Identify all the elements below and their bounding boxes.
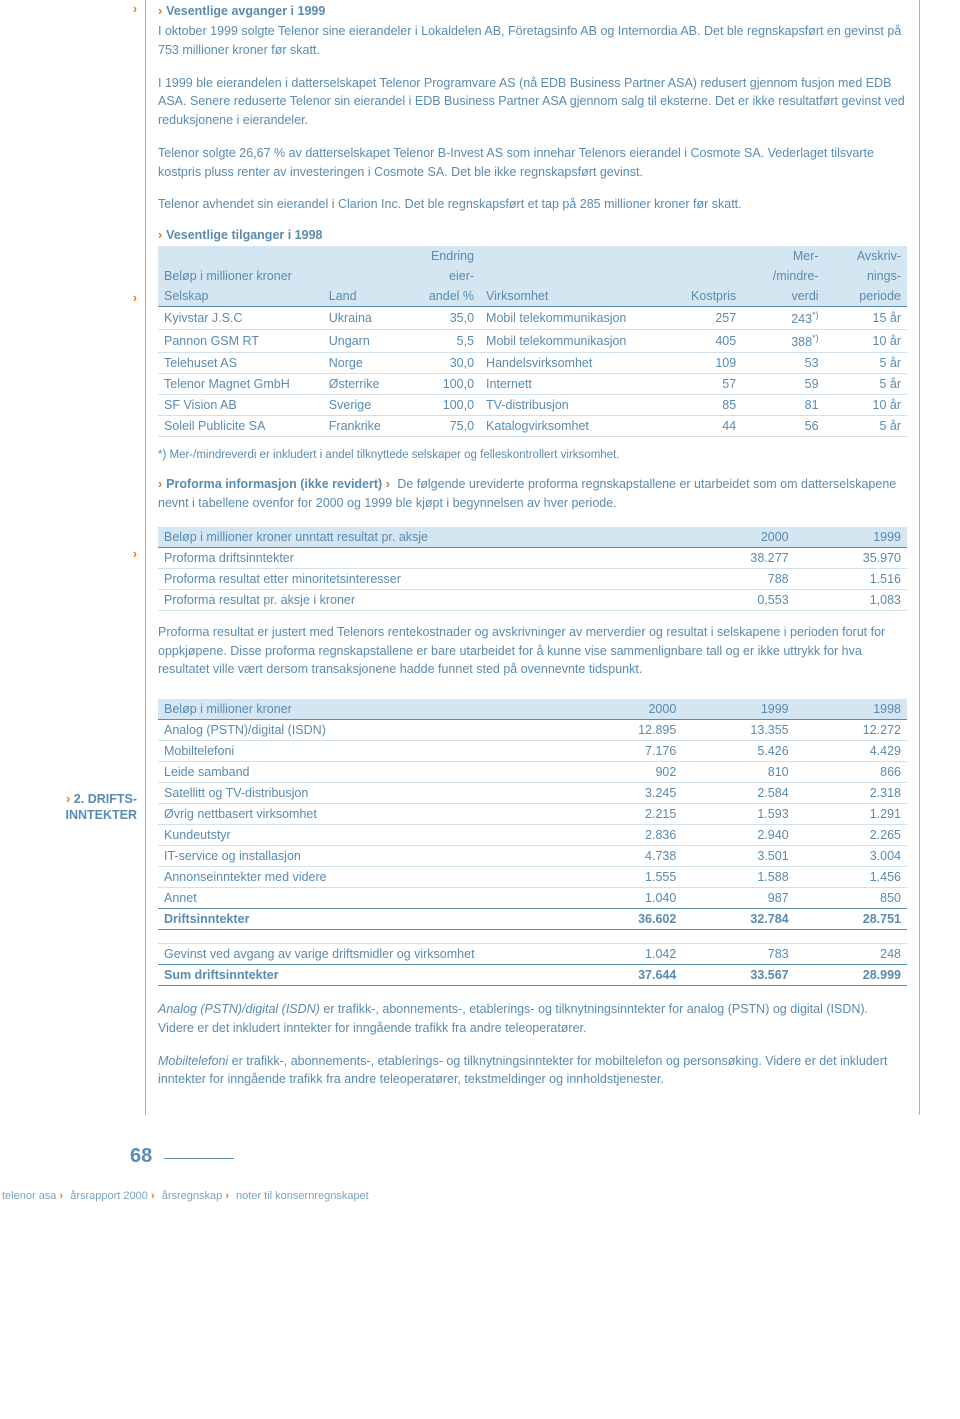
section2-title-text: Vesentlige tilganger i 1998 bbox=[166, 228, 322, 242]
table-row: Kundeutstyr2.8362.9402.265 bbox=[158, 825, 907, 846]
table-row: Kyivstar J.S.CUkraina35,0Mobil telekommu… bbox=[158, 307, 907, 330]
th-share-l3: andel % bbox=[405, 286, 480, 307]
page-number: 68 bbox=[130, 1145, 152, 1168]
di-th-y3: 1998 bbox=[795, 699, 907, 720]
th-amount: Beløp i millioner kroner bbox=[158, 266, 323, 286]
table-row: Leide samband902810866 bbox=[158, 762, 907, 783]
section-tilganger-1998: ›Vesentlige tilganger i 1998 Endring Mer… bbox=[158, 228, 907, 461]
th-depr-l2: nings- bbox=[825, 266, 907, 286]
pf-th-y1: 2000 bbox=[682, 527, 794, 548]
page: › › › › 2. DRIFTS- INNTEKTER ›Vesentlige… bbox=[0, 0, 960, 1222]
table-row: Telenor Magnet GmbHØsterrike100,0Interne… bbox=[158, 374, 907, 395]
th-depr-l3: periode bbox=[825, 286, 907, 307]
table-row: SF Vision ABSverige100,0TV-distribusjon8… bbox=[158, 395, 907, 416]
total-row: Driftsinntekter36.60232.78428.751 bbox=[158, 909, 907, 930]
section2-marker: › bbox=[40, 291, 145, 305]
table-row: Telehuset ASNorge30,0Handelsvirksomhet10… bbox=[158, 353, 907, 374]
pf-th-y2: 1999 bbox=[795, 527, 907, 548]
section1-p2: I 1999 ble eierandelen i datterselskapet… bbox=[158, 74, 907, 130]
table-row: Annet1.040987850 bbox=[158, 888, 907, 909]
th-country: Land bbox=[323, 286, 405, 307]
th-depr-l1: Avskriv- bbox=[825, 246, 907, 266]
table-row: IT-service og installasjon4.7383.5013.00… bbox=[158, 846, 907, 867]
section-proforma: ›Proforma informasjon (ikke revidert) › … bbox=[158, 475, 907, 679]
tilganger-table: Endring Mer- Avskriv- Beløp i millioner … bbox=[158, 246, 907, 437]
th-company: Selskap bbox=[158, 286, 323, 307]
page-number-rule bbox=[164, 1158, 234, 1159]
breadcrumb: telenor asa › årsrapport 2000 › årsregns… bbox=[2, 1190, 920, 1202]
bc-4: noter til konsernregnskapet bbox=[236, 1190, 369, 1202]
th-share-l2: eier- bbox=[405, 266, 480, 286]
th-fair-l2: /mindre- bbox=[742, 266, 824, 286]
th-share-l1: Endring bbox=[405, 246, 480, 266]
section1-p1: I oktober 1999 solgte Telenor sine eiera… bbox=[158, 22, 907, 60]
pf-th-label: Beløp i millioner kroner unntatt resulta… bbox=[158, 527, 682, 548]
section3-title: Proforma informasjon (ikke revidert) bbox=[166, 477, 382, 491]
sum-row: Sum driftsinntekter37.64433.56728.999 bbox=[158, 965, 907, 986]
bc-2: årsrapport 2000 bbox=[70, 1190, 148, 1202]
section4-p1: Analog (PSTN)/digital (ISDN) er trafikk-… bbox=[158, 1000, 907, 1038]
di-th-y1: 2000 bbox=[570, 699, 682, 720]
bc-1: telenor asa bbox=[2, 1190, 56, 1202]
table-row: Mobiltelefoni7.1765.4264.429 bbox=[158, 741, 907, 762]
di-th-y2: 1999 bbox=[682, 699, 794, 720]
content-column: ›Vesentlige avganger i 1999 I oktober 19… bbox=[145, 0, 920, 1115]
proforma-table: Beløp i millioner kroner unntatt resulta… bbox=[158, 527, 907, 611]
table-row: Analog (PSTN)/digital (ISDN)12.89513.355… bbox=[158, 720, 907, 741]
section-driftsinntekter: Beløp i millioner kroner 2000 1999 1998 … bbox=[158, 699, 907, 1089]
section1-marker: › bbox=[40, 2, 145, 16]
table-row: Proforma resultat etter minoritetsintere… bbox=[158, 568, 907, 589]
table-row: Satellitt og TV-distribusjon3.2452.5842.… bbox=[158, 783, 907, 804]
bc-3: årsregnskap bbox=[162, 1190, 223, 1202]
spacer-row bbox=[158, 930, 907, 944]
section4-p2a: Mobiltelefoni bbox=[158, 1054, 228, 1068]
section1-p3: Telenor solgte 26,67 % av datterselskape… bbox=[158, 144, 907, 182]
di-th-label: Beløp i millioner kroner bbox=[158, 699, 570, 720]
section4-p2: Mobiltelefoni er trafikk-, abonnements-,… bbox=[158, 1052, 907, 1090]
section3-intro: ›Proforma informasjon (ikke revidert) › … bbox=[158, 475, 907, 513]
main-layout: › › › › 2. DRIFTS- INNTEKTER ›Vesentlige… bbox=[40, 0, 920, 1115]
left-margin: › › › › 2. DRIFTS- INNTEKTER bbox=[40, 0, 145, 1115]
th-fair-l3: verdi bbox=[742, 286, 824, 307]
note-2-heading: › 2. DRIFTS- INNTEKTER bbox=[40, 791, 145, 824]
page-number-block: 68 bbox=[40, 1115, 920, 1168]
note-2-line1: 2. DRIFTS- bbox=[74, 792, 137, 806]
table-row: Proforma driftsinntekter38.27735.970 bbox=[158, 547, 907, 568]
table-row: Soleil Publicite SAFrankrike75,0Katalogv… bbox=[158, 416, 907, 437]
table-row: Proforma resultat pr. aksje i kroner0,55… bbox=[158, 589, 907, 610]
driftsinntekter-table: Beløp i millioner kroner 2000 1999 1998 … bbox=[158, 699, 907, 986]
section1-title: ›Vesentlige avganger i 1999 bbox=[158, 4, 907, 18]
table-row: Øvrig nettbasert virksomhet2.2151.5931.2… bbox=[158, 804, 907, 825]
th-fair-l1: Mer- bbox=[742, 246, 824, 266]
section-avganger-1999: ›Vesentlige avganger i 1999 I oktober 19… bbox=[158, 4, 907, 214]
section1-title-text: Vesentlige avganger i 1999 bbox=[166, 4, 325, 18]
th-activity: Virksomhet bbox=[480, 286, 660, 307]
table-row: Annonseinntekter med videre1.5551.5881.4… bbox=[158, 867, 907, 888]
table-row: Gevinst ved avgang av varige driftsmidle… bbox=[158, 944, 907, 965]
section4-p2b: er trafikk-, abonnements-, etablerings- … bbox=[158, 1054, 887, 1087]
table-row: Pannon GSM RTUngarn5,5Mobil telekommunik… bbox=[158, 330, 907, 353]
section2-footnote: *) Mer-/mindreverdi er inkludert i andel… bbox=[158, 449, 907, 461]
section3-p1: Proforma resultat er justert med Telenor… bbox=[158, 623, 907, 679]
section2-title: ›Vesentlige tilganger i 1998 bbox=[158, 228, 907, 242]
note-2-line2: INNTEKTER bbox=[65, 808, 137, 822]
section1-p4: Telenor avhendet sin eierandel i Clarion… bbox=[158, 195, 907, 214]
section3-marker: › bbox=[40, 547, 145, 561]
th-cost: Kostpris bbox=[660, 286, 742, 307]
section4-p1a: Analog (PSTN)/digital (ISDN) bbox=[158, 1002, 320, 1016]
